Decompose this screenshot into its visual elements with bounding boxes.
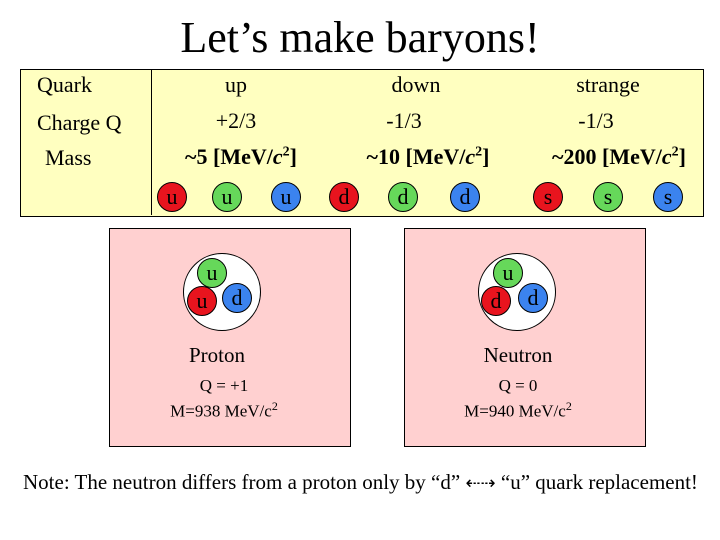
proton-quark-u-red: u <box>187 286 217 316</box>
proton-quark-d-blue: d <box>222 283 252 313</box>
footnote: Note: The neutron differs from a proton … <box>23 468 703 498</box>
proton-mass: M=938 MeV/c2 <box>170 399 278 421</box>
proton-name: Proton <box>188 343 246 367</box>
row-label-mass: Mass <box>45 145 92 170</box>
quark-s-red: s <box>533 182 563 212</box>
neutron-name: Neutron <box>483 343 553 367</box>
neutron-quark-d-blue: d <box>518 283 548 313</box>
mass-up: ~5 [MeV/c2] <box>185 144 297 169</box>
row-label-quark: Quark <box>37 72 92 97</box>
row-label-charge: Charge Q <box>37 110 122 135</box>
double-arrow-icon: ⇠⇢ <box>465 473 496 494</box>
flavor-name-up: up <box>225 72 247 97</box>
slide-title: Let’s make baryons! <box>180 13 540 62</box>
row-label-column <box>20 69 152 215</box>
quark-u-blue: u <box>271 182 301 212</box>
mass-down: ~10 [MeV/c2] <box>366 144 490 169</box>
note-text-start: Note: The neutron differs from a proton … <box>23 470 461 494</box>
flavor-name-strange: strange <box>576 72 640 97</box>
quark-d-blue: d <box>450 182 480 212</box>
quark-d-red: d <box>329 182 359 212</box>
flavor-name-down: down <box>391 72 441 97</box>
quark-d-green: d <box>388 182 418 212</box>
neutron-quark-d-red: d <box>481 286 511 316</box>
quark-u-red: u <box>157 182 187 212</box>
proton-charge: Q = +1 <box>199 376 249 395</box>
neutron-mass: M=940 MeV/c2 <box>464 399 572 421</box>
charge-strange: -1/3 <box>578 108 614 133</box>
charge-up: +2/3 <box>215 108 257 133</box>
note-text-end: “u” quark replacement! <box>500 470 698 494</box>
charge-down: -1/3 <box>386 108 422 133</box>
quark-s-blue: s <box>653 182 683 212</box>
proton-quark-u-green: u <box>197 258 227 288</box>
mass-strange: ~200 [MeV/c2] <box>552 144 686 169</box>
neutron-charge: Q = 0 <box>498 376 538 395</box>
quark-u-green: u <box>212 182 242 212</box>
quark-table <box>20 69 704 217</box>
neutron-quark-u-green: u <box>493 258 523 288</box>
quark-s-green: s <box>593 182 623 212</box>
